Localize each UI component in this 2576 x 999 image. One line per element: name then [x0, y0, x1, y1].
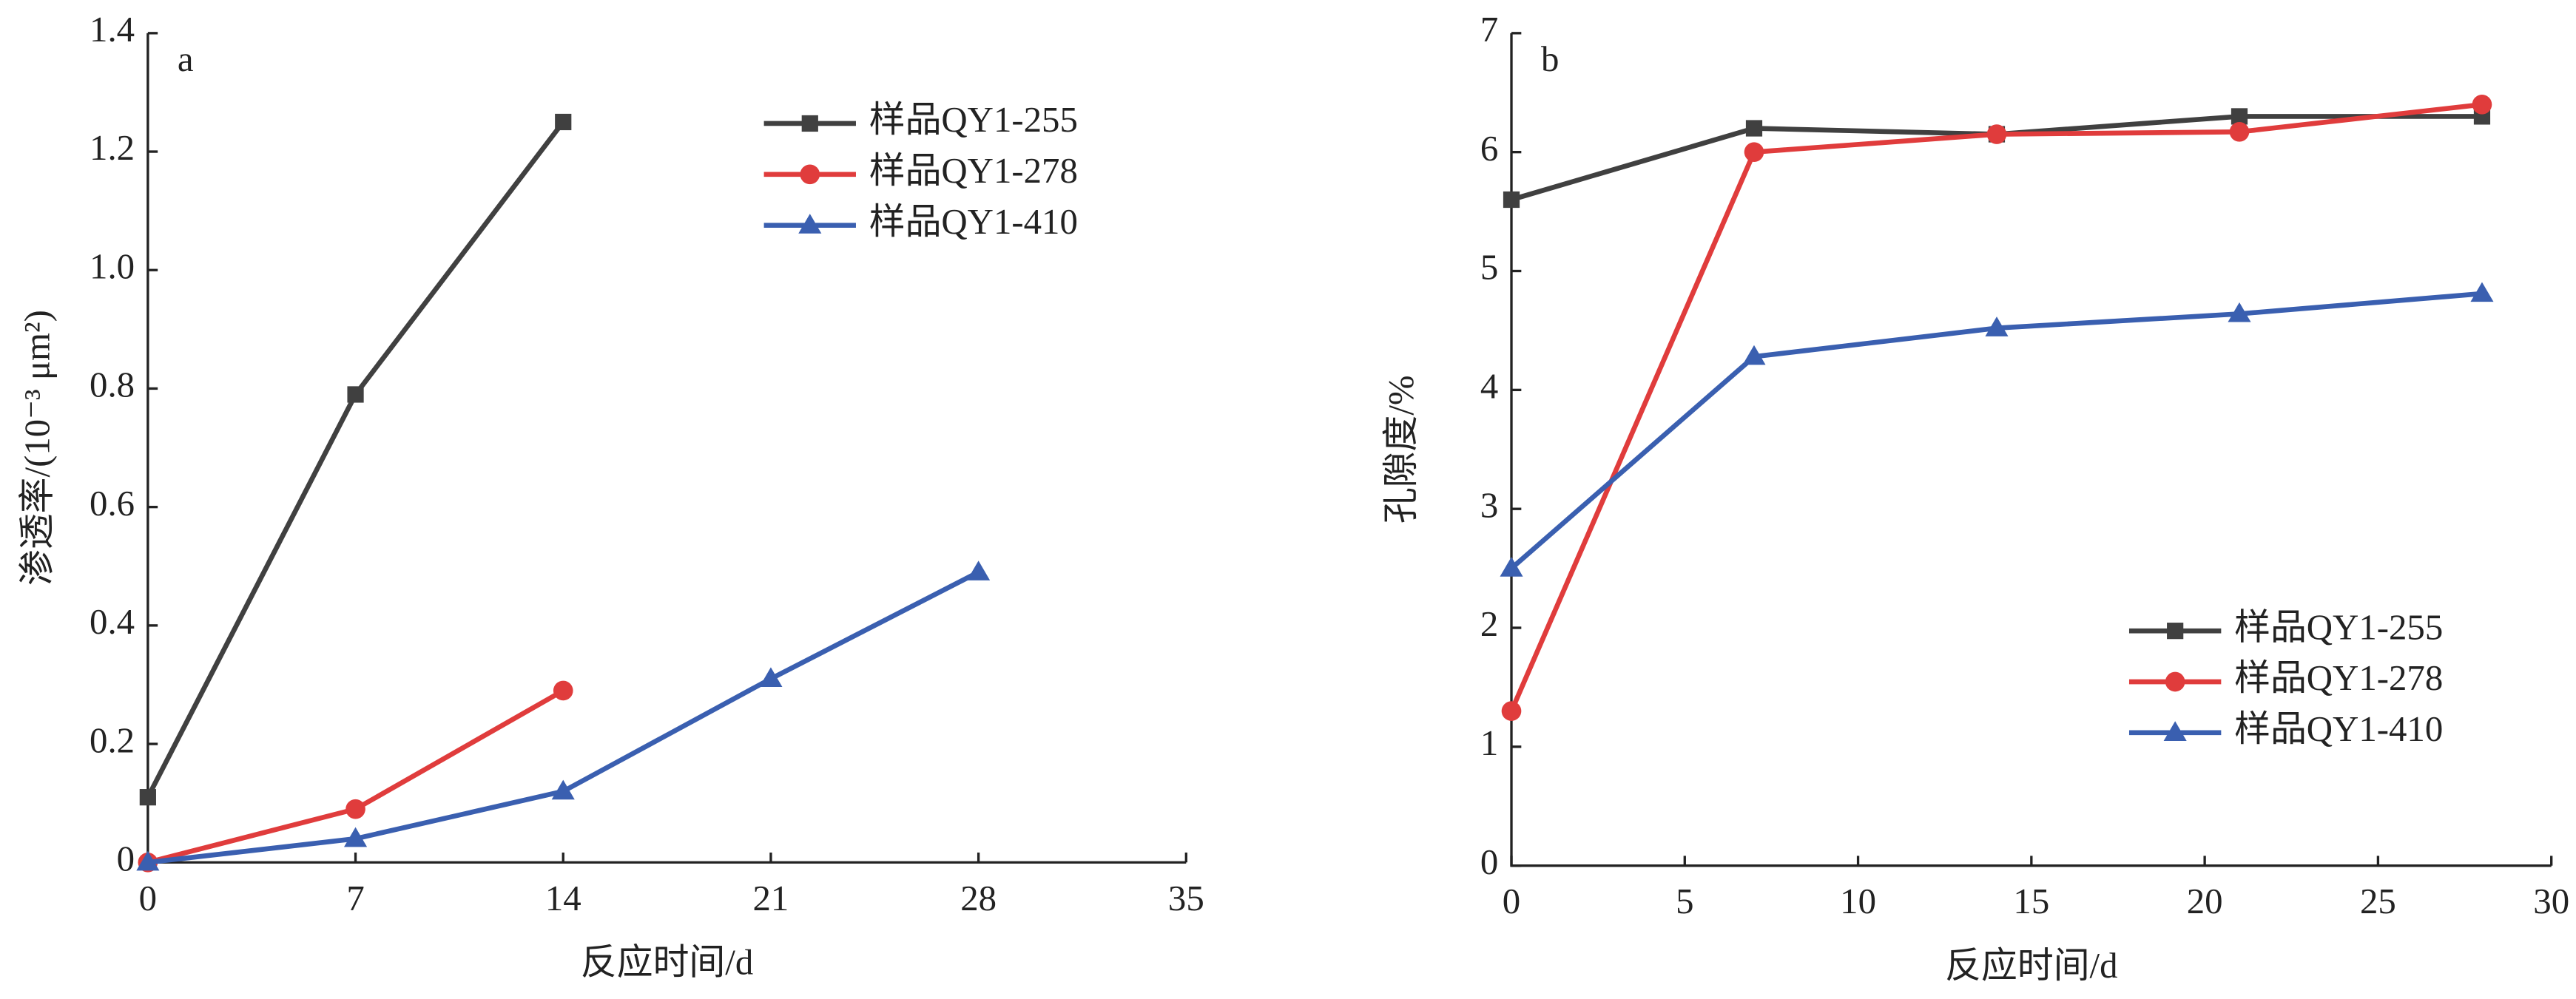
y-tick-label: 1.0 [90, 245, 135, 286]
legend-label: 样品QY1-255 [2234, 606, 2443, 647]
x-axis-label: 反应时间/d [1945, 945, 2117, 986]
x-tick-label: 0 [139, 878, 157, 918]
marker-circle [345, 799, 365, 819]
legend-label: 样品QY1-278 [869, 150, 1078, 191]
y-tick-label: 0.4 [90, 601, 135, 642]
marker-circle [2165, 671, 2185, 692]
marker-triangle [2163, 721, 2187, 741]
y-tick-label: 4 [1480, 366, 1498, 407]
marker-square [555, 113, 572, 131]
y-tick-label: 0 [1480, 841, 1498, 882]
marker-square [1503, 191, 1520, 209]
marker-triangle [551, 779, 575, 800]
marker-triangle [1742, 345, 1766, 365]
marker-square [347, 386, 364, 403]
y-tick-label: 3 [1480, 484, 1498, 525]
marker-circle [2229, 122, 2250, 142]
x-axis-label: 反应时间/d [581, 941, 753, 982]
y-tick-label: 1 [1480, 722, 1498, 763]
marker-circle [553, 680, 573, 701]
marker-triangle [1985, 316, 2009, 336]
marker-square [139, 789, 156, 806]
marker-triangle [2228, 302, 2251, 322]
y-tick-label: 0 [117, 838, 135, 878]
marker-triangle [798, 214, 822, 234]
x-tick-label: 5 [1676, 881, 1693, 921]
x-tick-label: 7 [346, 878, 364, 918]
y-tick-label: 5 [1480, 247, 1498, 288]
y-tick-label: 1.4 [90, 9, 135, 50]
marker-square [2167, 623, 2184, 640]
legend-label: 样品QY1-410 [869, 201, 1078, 242]
x-tick-label: 21 [753, 878, 789, 918]
legend-label: 样品QY1-410 [2234, 708, 2443, 749]
x-tick-label: 15 [2013, 881, 2049, 921]
legend-label: 样品QY1-278 [2234, 657, 2443, 698]
legend-label: 样品QY1-255 [869, 99, 1078, 140]
y-tick-label: 0.6 [90, 483, 135, 524]
y-axis-label: 孔隙度/% [1380, 375, 1421, 524]
y-tick-label: 2 [1480, 603, 1498, 644]
y-tick-label: 7 [1480, 9, 1498, 50]
y-tick-label: 0.8 [90, 365, 135, 405]
marker-triangle [967, 561, 991, 580]
x-tick-label: 30 [2533, 881, 2569, 921]
y-tick-label: 0.2 [90, 719, 135, 760]
x-tick-label: 0 [1503, 881, 1520, 921]
marker-triangle [2470, 282, 2494, 302]
marker-circle [800, 164, 820, 185]
y-axis-label: 渗透率/(10⁻³ μm²) [17, 310, 58, 586]
y-tick-label: 6 [1480, 128, 1498, 169]
x-tick-label: 35 [1168, 878, 1204, 918]
marker-triangle [1500, 557, 1523, 577]
panel-label: b [1541, 38, 1559, 79]
marker-circle [1501, 701, 1522, 721]
marker-square [1745, 120, 1763, 137]
marker-triangle [136, 850, 160, 871]
marker-triangle [759, 667, 783, 688]
marker-triangle [344, 827, 368, 847]
y-tick-label: 1.2 [90, 127, 135, 168]
x-tick-label: 10 [1840, 881, 1876, 921]
x-tick-label: 25 [2360, 881, 2396, 921]
x-tick-label: 20 [2187, 881, 2223, 921]
marker-square [2231, 108, 2248, 125]
marker-circle [2472, 95, 2492, 115]
panel-label: a [178, 38, 194, 79]
x-tick-label: 14 [545, 878, 581, 918]
marker-circle [1744, 142, 1764, 162]
marker-square [801, 115, 818, 132]
x-tick-label: 28 [960, 878, 997, 918]
series-line [145, 120, 565, 799]
marker-circle [1986, 124, 2007, 144]
series-line [147, 569, 980, 865]
